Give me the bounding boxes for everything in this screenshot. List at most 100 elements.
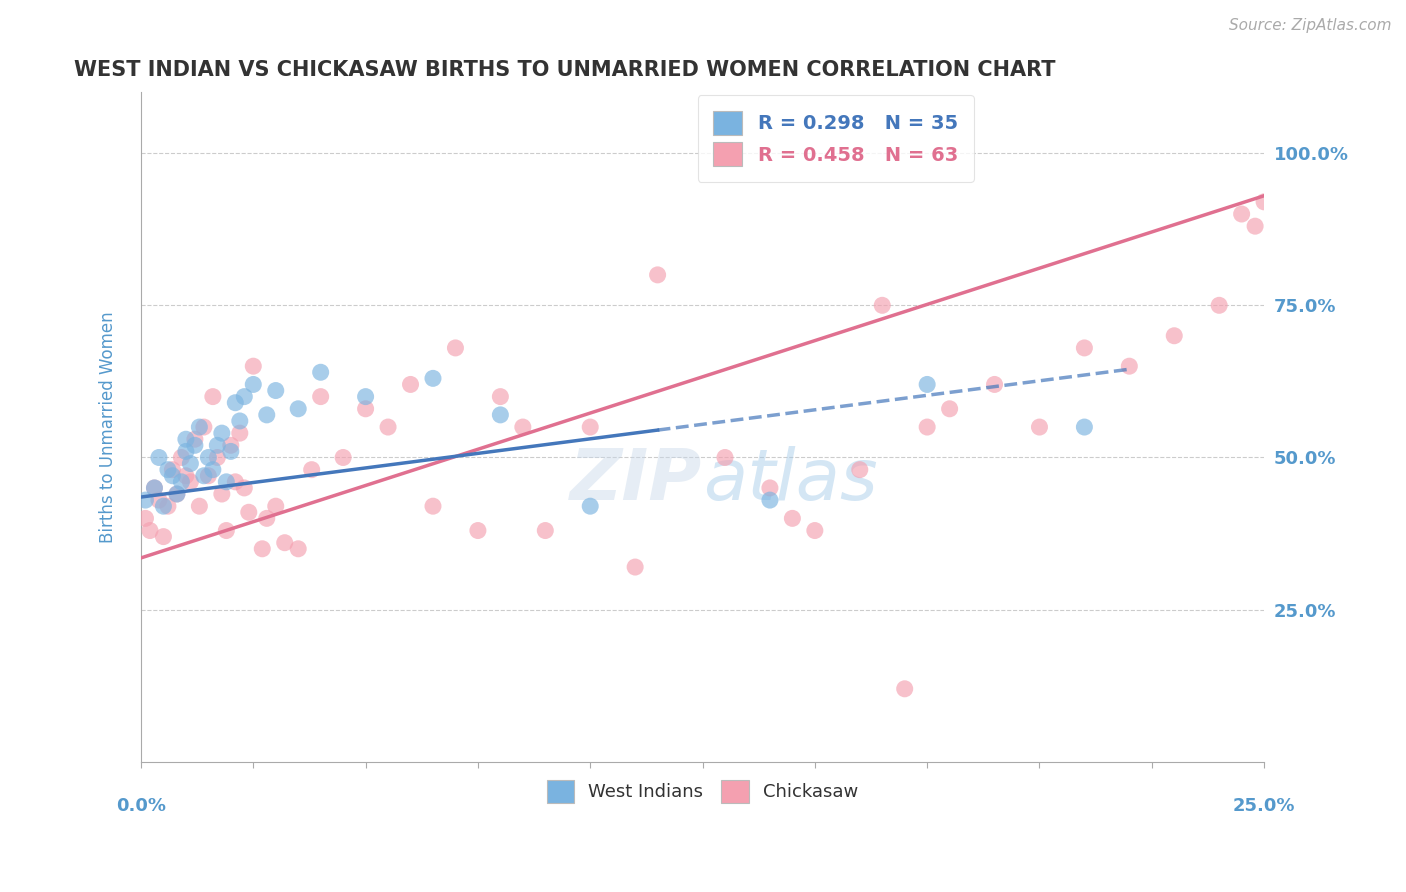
- Point: [256, 511, 278, 525]
- Point: [174, 444, 197, 458]
- Point: [162, 463, 184, 477]
- Point: [915, 377, 938, 392]
- Text: Source: ZipAtlas.com: Source: ZipAtlas.com: [1229, 18, 1392, 33]
- Point: [215, 475, 238, 489]
- Point: [1244, 219, 1267, 234]
- Point: [1253, 194, 1275, 209]
- Point: [1118, 359, 1140, 374]
- Point: [201, 463, 224, 477]
- Text: WEST INDIAN VS CHICKASAW BIRTHS TO UNMARRIED WOMEN CORRELATION CHART: WEST INDIAN VS CHICKASAW BIRTHS TO UNMAR…: [73, 60, 1054, 79]
- Point: [156, 463, 179, 477]
- Point: [849, 463, 872, 477]
- Point: [870, 298, 893, 312]
- Point: [143, 481, 166, 495]
- Point: [170, 450, 193, 465]
- Point: [1028, 420, 1050, 434]
- Point: [252, 541, 274, 556]
- Point: [166, 487, 188, 501]
- Point: [309, 390, 332, 404]
- Point: [489, 408, 512, 422]
- Point: [1163, 328, 1185, 343]
- Point: [489, 390, 512, 404]
- Text: atlas: atlas: [703, 446, 877, 515]
- Point: [134, 511, 156, 525]
- Point: [184, 438, 207, 452]
- Point: [983, 377, 1005, 392]
- Point: [188, 499, 211, 513]
- Text: 25.0%: 25.0%: [1233, 797, 1295, 814]
- Point: [184, 432, 207, 446]
- Point: [759, 481, 782, 495]
- Point: [152, 530, 174, 544]
- Point: [238, 505, 260, 519]
- Legend: West Indians, Chickasaw: West Indians, Chickasaw: [540, 773, 866, 810]
- Point: [287, 401, 309, 416]
- Text: 0.0%: 0.0%: [115, 797, 166, 814]
- Point: [782, 511, 804, 525]
- Point: [207, 450, 229, 465]
- Point: [242, 377, 264, 392]
- Point: [512, 420, 534, 434]
- Point: [207, 438, 229, 452]
- Point: [579, 420, 602, 434]
- Point: [233, 390, 256, 404]
- Point: [1073, 341, 1095, 355]
- Point: [134, 493, 156, 508]
- Point: [624, 560, 647, 574]
- Text: ZIP: ZIP: [571, 446, 703, 515]
- Point: [188, 420, 211, 434]
- Point: [354, 401, 377, 416]
- Point: [759, 493, 782, 508]
- Point: [197, 468, 219, 483]
- Point: [211, 487, 233, 501]
- Point: [287, 541, 309, 556]
- Point: [215, 524, 238, 538]
- Point: [399, 377, 422, 392]
- Point: [170, 475, 193, 489]
- Point: [166, 487, 188, 501]
- Point: [804, 524, 827, 538]
- Point: [219, 444, 242, 458]
- Point: [224, 475, 246, 489]
- Point: [179, 457, 201, 471]
- Point: [201, 390, 224, 404]
- Point: [422, 371, 444, 385]
- Point: [197, 450, 219, 465]
- Point: [229, 426, 252, 441]
- Point: [152, 499, 174, 513]
- Point: [534, 524, 557, 538]
- Point: [1208, 298, 1230, 312]
- Point: [444, 341, 467, 355]
- Point: [938, 401, 960, 416]
- Point: [148, 493, 170, 508]
- Point: [174, 432, 197, 446]
- Point: [332, 450, 354, 465]
- Point: [211, 426, 233, 441]
- Point: [354, 390, 377, 404]
- Point: [422, 499, 444, 513]
- Point: [242, 359, 264, 374]
- Point: [156, 499, 179, 513]
- Point: [143, 481, 166, 495]
- Point: [139, 524, 162, 538]
- Point: [377, 420, 399, 434]
- Point: [1230, 207, 1253, 221]
- Y-axis label: Births to Unmarried Women: Births to Unmarried Women: [100, 311, 117, 543]
- Point: [309, 365, 332, 379]
- Point: [219, 438, 242, 452]
- Point: [915, 420, 938, 434]
- Point: [579, 499, 602, 513]
- Point: [148, 450, 170, 465]
- Point: [256, 408, 278, 422]
- Point: [174, 468, 197, 483]
- Point: [647, 268, 669, 282]
- Point: [193, 420, 215, 434]
- Point: [229, 414, 252, 428]
- Point: [224, 395, 246, 409]
- Point: [264, 384, 287, 398]
- Point: [162, 468, 184, 483]
- Point: [193, 468, 215, 483]
- Point: [264, 499, 287, 513]
- Point: [893, 681, 915, 696]
- Point: [301, 463, 323, 477]
